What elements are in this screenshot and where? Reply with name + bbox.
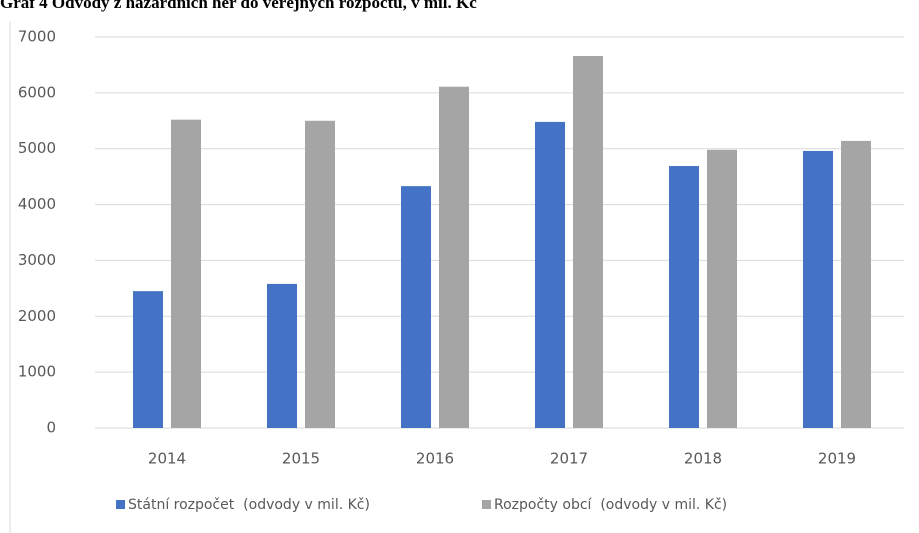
y-tick-label: 5000 <box>18 139 56 157</box>
x-tick-label: 2017 <box>550 450 588 468</box>
x-tick-label: 2015 <box>282 450 320 468</box>
x-tick-label: 2018 <box>684 450 722 468</box>
legend-swatch <box>482 500 491 509</box>
x-tick-label: 2014 <box>148 450 186 468</box>
y-tick-label: 3000 <box>18 251 56 269</box>
legend-label: Rozpočty obcí (odvody v mil. Kč) <box>494 497 727 513</box>
chart-title: Graf 4 Odvody z hazardních her do veřejn… <box>0 0 477 12</box>
bar <box>305 120 335 429</box>
legend-swatch <box>116 500 125 509</box>
bar <box>401 186 431 428</box>
y-tick-label: 4000 <box>18 195 56 213</box>
bar <box>707 149 737 428</box>
bar <box>535 121 565 428</box>
y-tick-label: 2000 <box>18 307 56 325</box>
y-tick-label: 0 <box>46 419 56 437</box>
y-tick-label: 1000 <box>18 363 56 381</box>
x-tick-label: 2019 <box>818 450 856 468</box>
y-tick-label: 7000 <box>18 28 56 46</box>
legend-label: Státní rozpočet (odvody v mil. Kč) <box>128 497 370 513</box>
bar <box>439 86 469 428</box>
bar <box>573 55 603 429</box>
bar <box>133 291 163 428</box>
x-tick-label: 2016 <box>416 450 454 468</box>
bar <box>841 140 871 428</box>
bar <box>267 283 297 428</box>
bar <box>171 119 201 428</box>
y-tick-label: 6000 <box>18 83 56 101</box>
bar <box>803 150 833 428</box>
bar <box>669 166 699 428</box>
